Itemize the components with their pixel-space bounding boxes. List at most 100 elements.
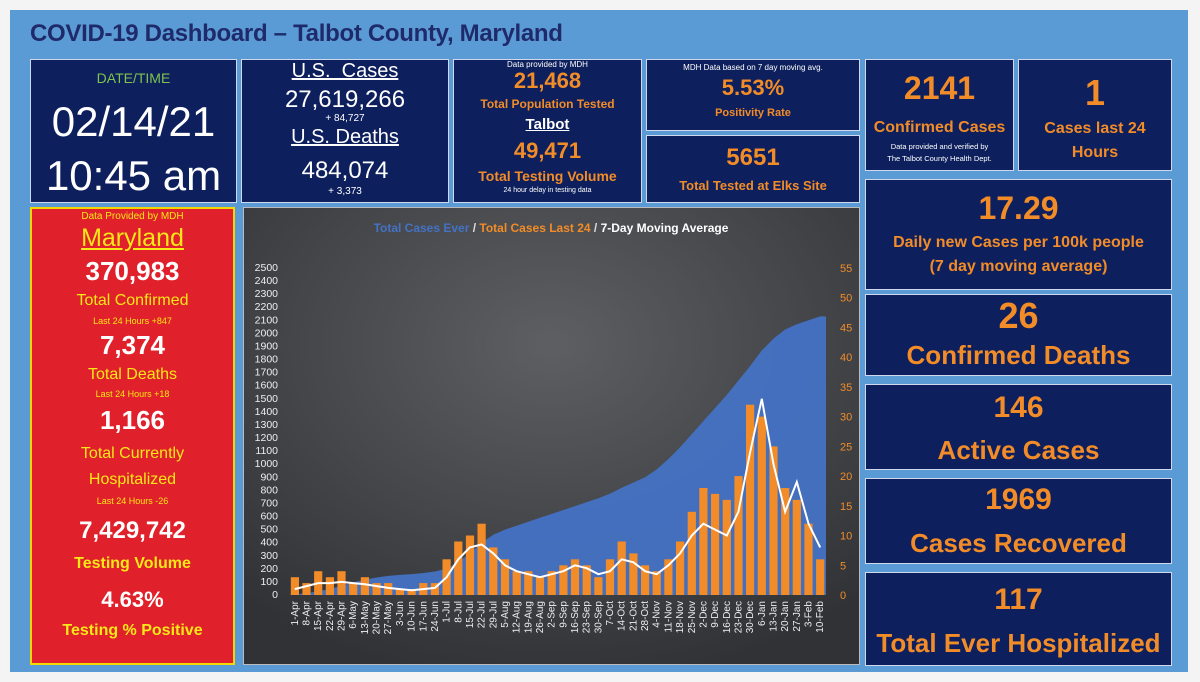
confirmed-label: Confirmed Cases (873, 119, 1006, 136)
left-axis-tick-label: 300 (260, 550, 278, 562)
x-axis-tick-label: 8-Jul (453, 601, 464, 623)
md-deaths-value: 7,374 (99, 330, 166, 360)
us-deaths-delta: + 3,373 (328, 186, 362, 197)
left-axis-tick-label: 500 (260, 524, 278, 536)
md-testing-label: Testing Volume (74, 555, 191, 572)
hospitalized-label: Total Ever Hospitalized (876, 628, 1161, 658)
date-value: 02/14/21 (51, 98, 216, 145)
x-axis-tick-label: 9-Sep (558, 601, 569, 628)
bar-cases-last-24 (617, 541, 626, 595)
left-axis-tick-label: 200 (260, 563, 278, 575)
per100k-panel: 17.29 Daily new Cases per 100k people (7… (865, 179, 1172, 290)
left-axis-tick-label: 1100 (255, 445, 278, 457)
x-axis-tick-label: 22-Jul (477, 601, 488, 628)
testing-delay-note: 24 hour delay in testing data (503, 187, 592, 194)
right-axis-tick-label: 10 (840, 531, 852, 543)
elks-panel: 5651 Total Tested at Elks Site (646, 135, 860, 203)
time-value: 10:45 am (45, 152, 222, 199)
hospitalized-value: 117 (994, 583, 1043, 616)
bar-cases-last-24 (605, 559, 615, 595)
right-axis-tick-label: 20 (840, 471, 852, 483)
recovered-label: Cases Recovered (910, 528, 1127, 558)
left-axis-tick-label: 1800 (255, 354, 279, 366)
maryland-panel: Data Provided by MDH Maryland 370,983 To… (30, 207, 235, 665)
x-axis-tick-label: 1-Jul (442, 601, 453, 623)
elks-label: Total Tested at Elks Site (679, 178, 827, 193)
chart-title-part-3: 7-Day Moving Average (601, 221, 729, 235)
bar-cases-last-24 (792, 499, 801, 595)
chart-title-part-1: Total Cases Ever (374, 221, 470, 235)
confirmed-note-1: Data provided and verified by (890, 142, 989, 151)
bar-cases-last-24 (676, 541, 685, 595)
md-hosp-delta: Last 24 Hours -26 (96, 496, 169, 506)
bar-cases-last-24 (641, 565, 650, 595)
bar-cases-last-24 (570, 559, 580, 595)
md-hosp-value: 1,166 (99, 405, 166, 435)
right-axis-tick-label: 50 (840, 293, 852, 305)
right-axis-tick-label: 30 (840, 412, 852, 424)
bar-cases-last-24 (465, 535, 475, 595)
series-7-day-moving-average-line (294, 398, 822, 592)
x-axis-tick-label: 23-Sep (582, 601, 593, 634)
bar-cases-last-24 (535, 577, 545, 595)
chart-title-sep-2: / (591, 221, 601, 235)
us-cases-label: U.S. Cases (291, 60, 399, 82)
bar-cases-last-24 (816, 559, 825, 595)
bar-cases-last-24 (384, 583, 393, 595)
x-axis-tick-label: 29-Apr (337, 600, 348, 631)
us-deaths-label: U.S. Deaths (291, 126, 399, 148)
md-deaths-label: Total Deaths (88, 366, 177, 383)
left-axis-tick-label: 2300 (255, 288, 279, 300)
x-axis-tick-label: 11-Nov (663, 601, 674, 633)
x-axis-tick-label: 8-Apr (302, 600, 313, 625)
x-axis-tick-label: 27-Jan (792, 601, 803, 632)
bar-cases-last-24 (687, 511, 696, 595)
right-axis-tick-label: 15 (840, 501, 852, 513)
x-axis-tick-label: 3-Feb (804, 601, 815, 628)
right-axis-tick-label: 35 (840, 382, 852, 394)
active-panel: 146 Active Cases (865, 384, 1172, 470)
md-confirmed-value: 370,983 (85, 256, 180, 286)
left-axis-tick-label: 700 (260, 497, 278, 509)
x-axis-tick-label: 6-May (348, 601, 359, 629)
active-label: Active Cases (937, 435, 1100, 465)
x-axis-tick-label: 4-Nov (652, 601, 663, 628)
last24-label-2: Hours (1071, 144, 1119, 161)
x-axis-tick-label: 16-Sep (570, 601, 581, 634)
x-axis-tick-label: 30-Sep (593, 601, 604, 634)
left-axis-tick-label: 1000 (255, 458, 279, 470)
last24-label-1: Cases last 24 (1044, 120, 1146, 137)
bar-cases-last-24 (722, 499, 731, 595)
recovered-value: 1969 (985, 483, 1052, 516)
left-axis-tick-label: 1300 (255, 419, 279, 431)
bar-cases-last-24 (430, 583, 439, 595)
bar-cases-last-24 (349, 583, 358, 595)
population-tested-label: Total Population Tested (480, 97, 615, 111)
md-confirmed-label: Total Confirmed (76, 292, 189, 309)
recovered-panel: 1969 Cases Recovered (865, 478, 1172, 564)
x-axis-tick-label: 13-May (360, 601, 371, 634)
right-axis-tick-label: 45 (840, 323, 852, 335)
left-axis-tick-label: 0 (272, 589, 278, 601)
bar-cases-last-24 (489, 547, 498, 595)
talbot-label: Talbot (525, 116, 570, 133)
page-title: COVID-19 Dashboard – Talbot County, Mary… (30, 20, 563, 47)
confirmed-note-2: The Talbot County Health Dept. (887, 154, 992, 163)
x-axis-tick-label: 12-Aug (512, 601, 523, 633)
left-axis-tick-label: 600 (260, 511, 278, 523)
active-value: 146 (993, 391, 1044, 424)
bar-cases-last-24 (337, 571, 346, 595)
md-deaths-delta: Last 24 Hours +18 (95, 389, 170, 399)
bar-cases-last-24 (395, 589, 404, 595)
x-axis-tick-label: 22-Apr (325, 600, 336, 631)
positivity-label: Positivity Rate (715, 107, 791, 119)
positivity-note: MDH Data based on 7 day moving avg. (683, 63, 823, 72)
bar-cases-last-24 (547, 571, 556, 595)
us-panel: U.S. Cases 27,619,266 + 84,727 U.S. Deat… (241, 59, 449, 203)
datetime-label: DATE/TIME (96, 70, 171, 86)
cases-chart-panel: Total Cases Ever / Total Cases Last 24 /… (243, 207, 860, 665)
x-axis-tick-label: 19-Aug (523, 601, 534, 633)
x-axis-tick-label: 30-Dec (745, 601, 756, 633)
x-axis-tick-label: 26-Aug (535, 601, 546, 633)
bar-cases-last-24 (454, 541, 463, 595)
